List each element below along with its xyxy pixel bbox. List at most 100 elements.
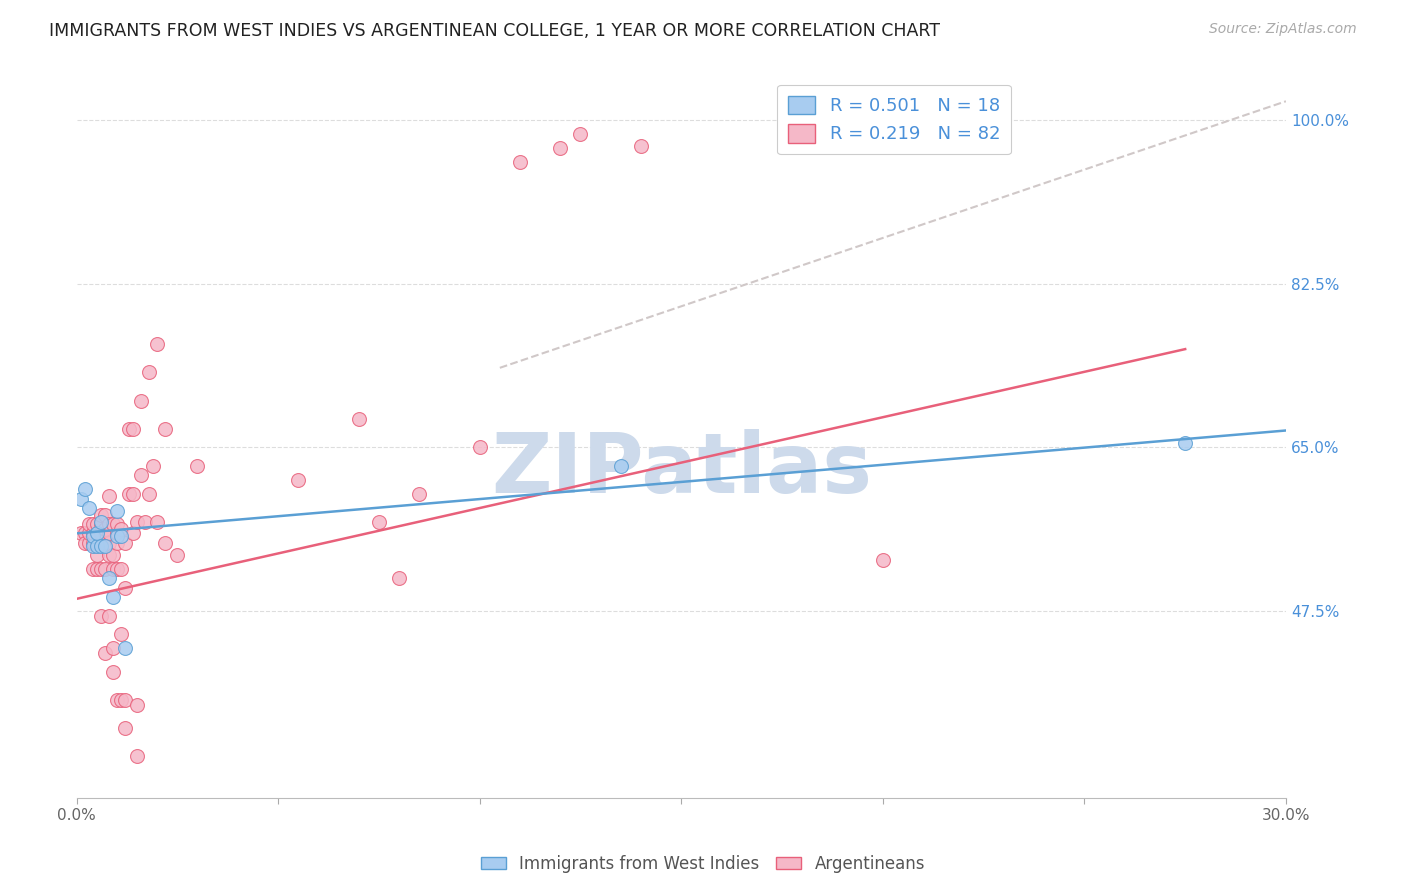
Point: [82, 526, 104, 541]
Point: [77, 535, 100, 549]
Point: [114, 535, 136, 549]
Point: [86, 562, 108, 576]
Point: [509, 155, 531, 169]
Point: [105, 562, 128, 576]
Point: [114, 581, 136, 595]
Point: [73, 526, 96, 541]
Point: [90, 508, 112, 522]
Point: [82, 562, 104, 576]
Point: [90, 515, 112, 529]
Point: [86, 535, 108, 549]
Point: [101, 665, 124, 679]
Point: [69, 491, 91, 506]
Point: [134, 515, 156, 529]
Point: [142, 458, 165, 473]
Point: [569, 127, 592, 141]
Point: [97, 535, 120, 549]
Point: [97, 526, 120, 541]
Point: [468, 440, 491, 454]
Point: [129, 393, 152, 408]
Point: [146, 337, 169, 351]
Point: [388, 571, 411, 585]
Point: [105, 693, 128, 707]
Point: [118, 422, 141, 436]
Point: [94, 522, 117, 536]
Point: [125, 515, 148, 529]
Point: [347, 412, 370, 426]
Point: [105, 516, 128, 531]
Point: [82, 535, 104, 549]
Point: [125, 749, 148, 764]
Point: [138, 366, 160, 380]
Point: [166, 548, 188, 562]
Point: [105, 526, 128, 541]
Point: [872, 552, 894, 566]
Point: [90, 608, 112, 623]
Point: [122, 422, 145, 436]
Text: IMMIGRANTS FROM WEST INDIES VS ARGENTINEAN COLLEGE, 1 YEAR OR MORE CORRELATION C: IMMIGRANTS FROM WEST INDIES VS ARGENTINE…: [49, 22, 941, 40]
Point: [125, 698, 148, 712]
Point: [122, 526, 145, 541]
Point: [110, 562, 132, 576]
Point: [101, 516, 124, 531]
Point: [122, 487, 145, 501]
Point: [94, 539, 117, 553]
Point: [94, 535, 117, 549]
Point: [73, 483, 96, 497]
Point: [155, 535, 177, 549]
Point: [77, 501, 100, 516]
Point: [110, 522, 132, 536]
Point: [94, 526, 117, 541]
Point: [90, 562, 112, 576]
Point: [110, 693, 132, 707]
Point: [114, 641, 136, 656]
Point: [186, 458, 208, 473]
Point: [110, 529, 132, 543]
Point: [146, 515, 169, 529]
Point: [97, 571, 120, 585]
Point: [114, 721, 136, 735]
Point: [77, 526, 100, 541]
Point: [94, 508, 117, 522]
Point: [90, 516, 112, 531]
Point: [118, 487, 141, 501]
Point: [101, 562, 124, 576]
Point: [630, 139, 652, 153]
Point: [408, 487, 430, 501]
Point: [86, 539, 108, 553]
Point: [86, 516, 108, 531]
Point: [94, 646, 117, 660]
Point: [110, 627, 132, 641]
Point: [90, 535, 112, 549]
Point: [155, 422, 177, 436]
Point: [86, 526, 108, 541]
Point: [82, 529, 104, 543]
Point: [82, 516, 104, 531]
Point: [550, 141, 572, 155]
Point: [90, 539, 112, 553]
Text: Source: ZipAtlas.com: Source: ZipAtlas.com: [1209, 22, 1357, 37]
Point: [69, 526, 91, 541]
Point: [1174, 435, 1197, 450]
Point: [90, 526, 112, 541]
Point: [73, 535, 96, 549]
Legend: Immigrants from West Indies, Argentineans: Immigrants from West Indies, Argentinean…: [474, 848, 932, 880]
Point: [86, 526, 108, 541]
Point: [82, 539, 104, 553]
Point: [101, 548, 124, 562]
Text: ZIPatlas: ZIPatlas: [491, 429, 872, 510]
Point: [287, 473, 309, 487]
Point: [105, 535, 128, 549]
Point: [114, 693, 136, 707]
Legend: R = 0.501   N = 18, R = 0.219   N = 82: R = 0.501 N = 18, R = 0.219 N = 82: [778, 85, 1011, 154]
Point: [105, 529, 128, 543]
Point: [367, 515, 389, 529]
Point: [610, 458, 633, 473]
Point: [97, 516, 120, 531]
Point: [77, 516, 100, 531]
Point: [86, 548, 108, 562]
Point: [94, 562, 117, 576]
Point: [101, 590, 124, 604]
Point: [97, 548, 120, 562]
Point: [105, 504, 128, 518]
